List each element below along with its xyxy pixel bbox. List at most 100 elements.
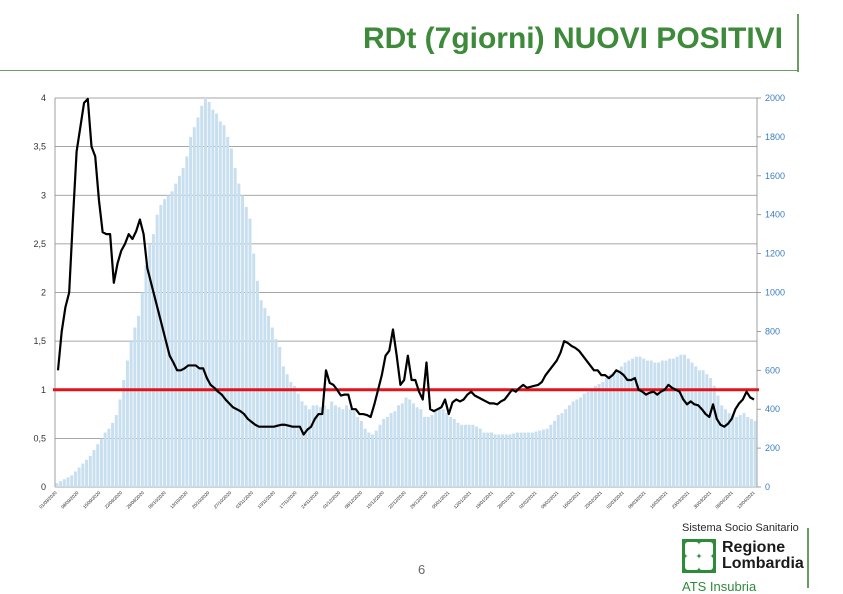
x-tick-label: 01/12/2020 — [322, 490, 342, 510]
bar — [404, 397, 408, 487]
bar — [434, 411, 438, 487]
bar — [679, 354, 683, 487]
bar — [560, 413, 564, 487]
logo-subtitle: Sistema Socio Sanitario — [682, 522, 799, 534]
bar — [248, 218, 252, 487]
bar — [189, 136, 193, 487]
bar — [244, 206, 248, 488]
y-right-tick-label: 0 — [765, 482, 770, 492]
bar — [274, 339, 278, 487]
bar — [690, 362, 694, 487]
bar — [81, 463, 85, 487]
y-left-tick-label: 0,5 — [33, 433, 46, 443]
bar — [631, 358, 635, 487]
x-tick-label: 09/03/2021 — [627, 490, 647, 510]
bar — [415, 407, 419, 487]
x-tick-label: 20/10/2020 — [191, 490, 211, 510]
bar — [371, 434, 375, 487]
bar — [657, 362, 661, 487]
bar — [263, 308, 267, 487]
bar — [281, 366, 285, 487]
x-tick-label: 22/12/2020 — [387, 490, 407, 510]
bar — [348, 409, 352, 487]
bar — [497, 434, 501, 487]
bar — [382, 418, 386, 487]
bar — [527, 432, 531, 487]
bar — [111, 422, 115, 487]
bar — [397, 405, 401, 487]
bar — [508, 434, 512, 487]
page-title: RDt (7giorni) NUOVI POSITIVI — [362, 22, 783, 55]
y-right-tick-label: 1600 — [765, 171, 785, 181]
x-tick-label: 24/11/2020 — [300, 490, 320, 510]
x-tick-label: 23/02/2021 — [584, 490, 604, 510]
bar — [70, 475, 74, 487]
x-tick-label: 23/03/2021 — [671, 490, 691, 510]
bar — [341, 409, 345, 487]
bar — [731, 415, 735, 487]
bar — [742, 413, 746, 487]
logo-line-lombardia: Lombardia — [722, 555, 804, 572]
bar — [389, 413, 393, 487]
bar — [148, 243, 152, 488]
bar — [567, 405, 571, 487]
bar — [660, 360, 664, 487]
y-left-tick-label: 0 — [41, 482, 46, 492]
bar — [62, 479, 66, 487]
bar — [579, 397, 583, 487]
bar — [749, 418, 753, 487]
y-right-tick-label: 400 — [765, 404, 780, 414]
bar — [137, 315, 141, 487]
bar — [430, 415, 434, 487]
x-tick-label: 13/04/2021 — [736, 490, 756, 510]
bar — [177, 175, 181, 488]
x-tick-label: 08/09/2020 — [60, 490, 80, 510]
x-tick-label: 06/10/2020 — [147, 490, 167, 510]
bar — [486, 432, 490, 487]
y-left-tick-label: 2,5 — [33, 239, 46, 249]
bar — [151, 234, 155, 487]
y-left-tick-label: 1,5 — [33, 336, 46, 346]
bar — [471, 424, 475, 487]
bar — [601, 381, 605, 487]
x-tick-label: 26/01/2021 — [496, 490, 516, 510]
bar — [293, 385, 297, 487]
bar — [556, 415, 560, 487]
bar — [523, 432, 527, 487]
y-right-tick-label: 1400 — [765, 210, 785, 220]
bar — [326, 409, 330, 487]
bar — [701, 370, 705, 487]
bar — [671, 358, 675, 487]
bar — [125, 360, 129, 487]
bar — [437, 409, 441, 487]
bar — [501, 434, 505, 487]
x-tick-label: 27/10/2020 — [213, 490, 233, 510]
x-tick-label: 03/11/2020 — [235, 490, 255, 510]
bar — [218, 121, 222, 487]
bar — [735, 416, 739, 487]
bar — [727, 413, 731, 487]
bar — [400, 403, 404, 487]
bar — [716, 395, 720, 487]
x-tick-label: 02/03/2021 — [605, 490, 625, 510]
bar — [705, 374, 709, 487]
bar — [627, 360, 631, 487]
bar — [478, 428, 482, 487]
bar — [222, 125, 226, 488]
bar — [664, 360, 668, 487]
bar — [330, 401, 334, 487]
bar — [270, 327, 274, 487]
logo-line-regione: Regione — [722, 539, 786, 556]
bar — [374, 430, 378, 487]
bar — [59, 481, 63, 487]
bar — [549, 424, 553, 487]
bar — [166, 195, 170, 487]
bar — [605, 378, 609, 487]
bar — [515, 432, 519, 487]
bar — [311, 405, 315, 487]
x-tick-label: 16/02/2021 — [562, 490, 582, 510]
x-tick-label: 12/01/2021 — [453, 490, 473, 510]
bar — [623, 362, 627, 487]
bar — [460, 424, 464, 487]
bar — [475, 426, 479, 487]
